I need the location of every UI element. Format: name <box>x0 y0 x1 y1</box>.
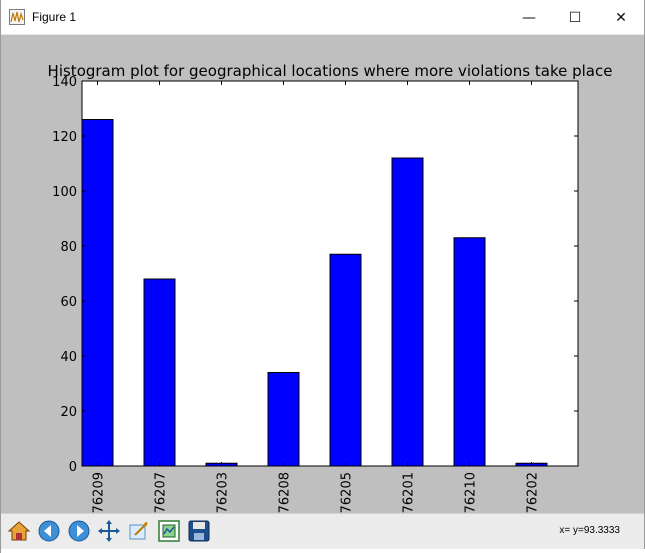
x-axis-ticks: 76209 76207 76203 76208 76205 76201 76210 76202 <box>92 81 541 513</box>
bar-76201 <box>391 157 424 467</box>
window-bottom-edge <box>1 549 645 553</box>
y-tick-label: 0 <box>69 460 77 475</box>
x-tick-label: 76208 <box>278 472 293 513</box>
bar-76207 <box>143 278 176 467</box>
matplotlib-app-icon <box>9 9 25 25</box>
bar-76208 <box>267 372 300 467</box>
subplots-icon <box>158 520 180 542</box>
minimize-button[interactable]: — <box>522 9 536 26</box>
back-arrow-icon <box>38 520 60 542</box>
x-tick-label: 76203 <box>216 472 231 513</box>
forward-button[interactable] <box>65 517 93 545</box>
y-tick-label: 40 <box>60 350 77 365</box>
x-tick-label: 76202 <box>526 472 541 513</box>
bars-group <box>81 119 548 467</box>
y-tick-label: 120 <box>52 130 77 145</box>
zoom-button[interactable] <box>125 517 153 545</box>
figure-canvas[interactable]: Histogram plot for geographical location… <box>1 35 644 513</box>
y-tick-label: 140 <box>52 75 77 90</box>
save-icon <box>188 520 210 542</box>
subplots-button[interactable] <box>155 517 183 545</box>
window-title: Figure 1 <box>32 10 77 24</box>
home-button[interactable] <box>5 517 33 545</box>
cursor-coordinates: x= y=93.3333 <box>559 525 620 536</box>
close-button[interactable]: ✕ <box>615 9 627 26</box>
home-icon <box>7 521 31 541</box>
pan-button[interactable] <box>95 517 123 545</box>
x-tick-label: 76207 <box>154 472 169 513</box>
bar-76210 <box>453 237 486 467</box>
save-button[interactable] <box>185 517 213 545</box>
chart-title: Histogram plot for geographical location… <box>48 62 613 80</box>
y-tick-label: 80 <box>60 240 77 255</box>
y-tick-label: 20 <box>60 405 77 420</box>
maximize-button[interactable]: ☐ <box>568 9 582 26</box>
y-tick-label: 60 <box>60 295 77 310</box>
zoom-icon <box>129 522 148 540</box>
y-axis-ticks: 0 20 40 60 80 100 120 140 <box>52 75 578 475</box>
x-tick-label: 76205 <box>340 472 355 513</box>
navigation-toolbar: x= y=93.3333 <box>1 513 644 549</box>
x-tick-label: 76209 <box>92 472 107 513</box>
pan-icon <box>98 520 120 542</box>
x-tick-label: 76201 <box>402 472 417 513</box>
forward-arrow-icon <box>68 520 90 542</box>
back-button[interactable] <box>35 517 63 545</box>
bar-76205 <box>329 253 362 467</box>
y-tick-label: 100 <box>52 185 77 200</box>
x-tick-label: 76210 <box>464 472 479 513</box>
bar-chart: Histogram plot for geographical location… <box>48 62 613 513</box>
title-bar[interactable]: Figure 1 — ☐ ✕ <box>1 0 644 35</box>
bar-76209 <box>81 119 114 467</box>
